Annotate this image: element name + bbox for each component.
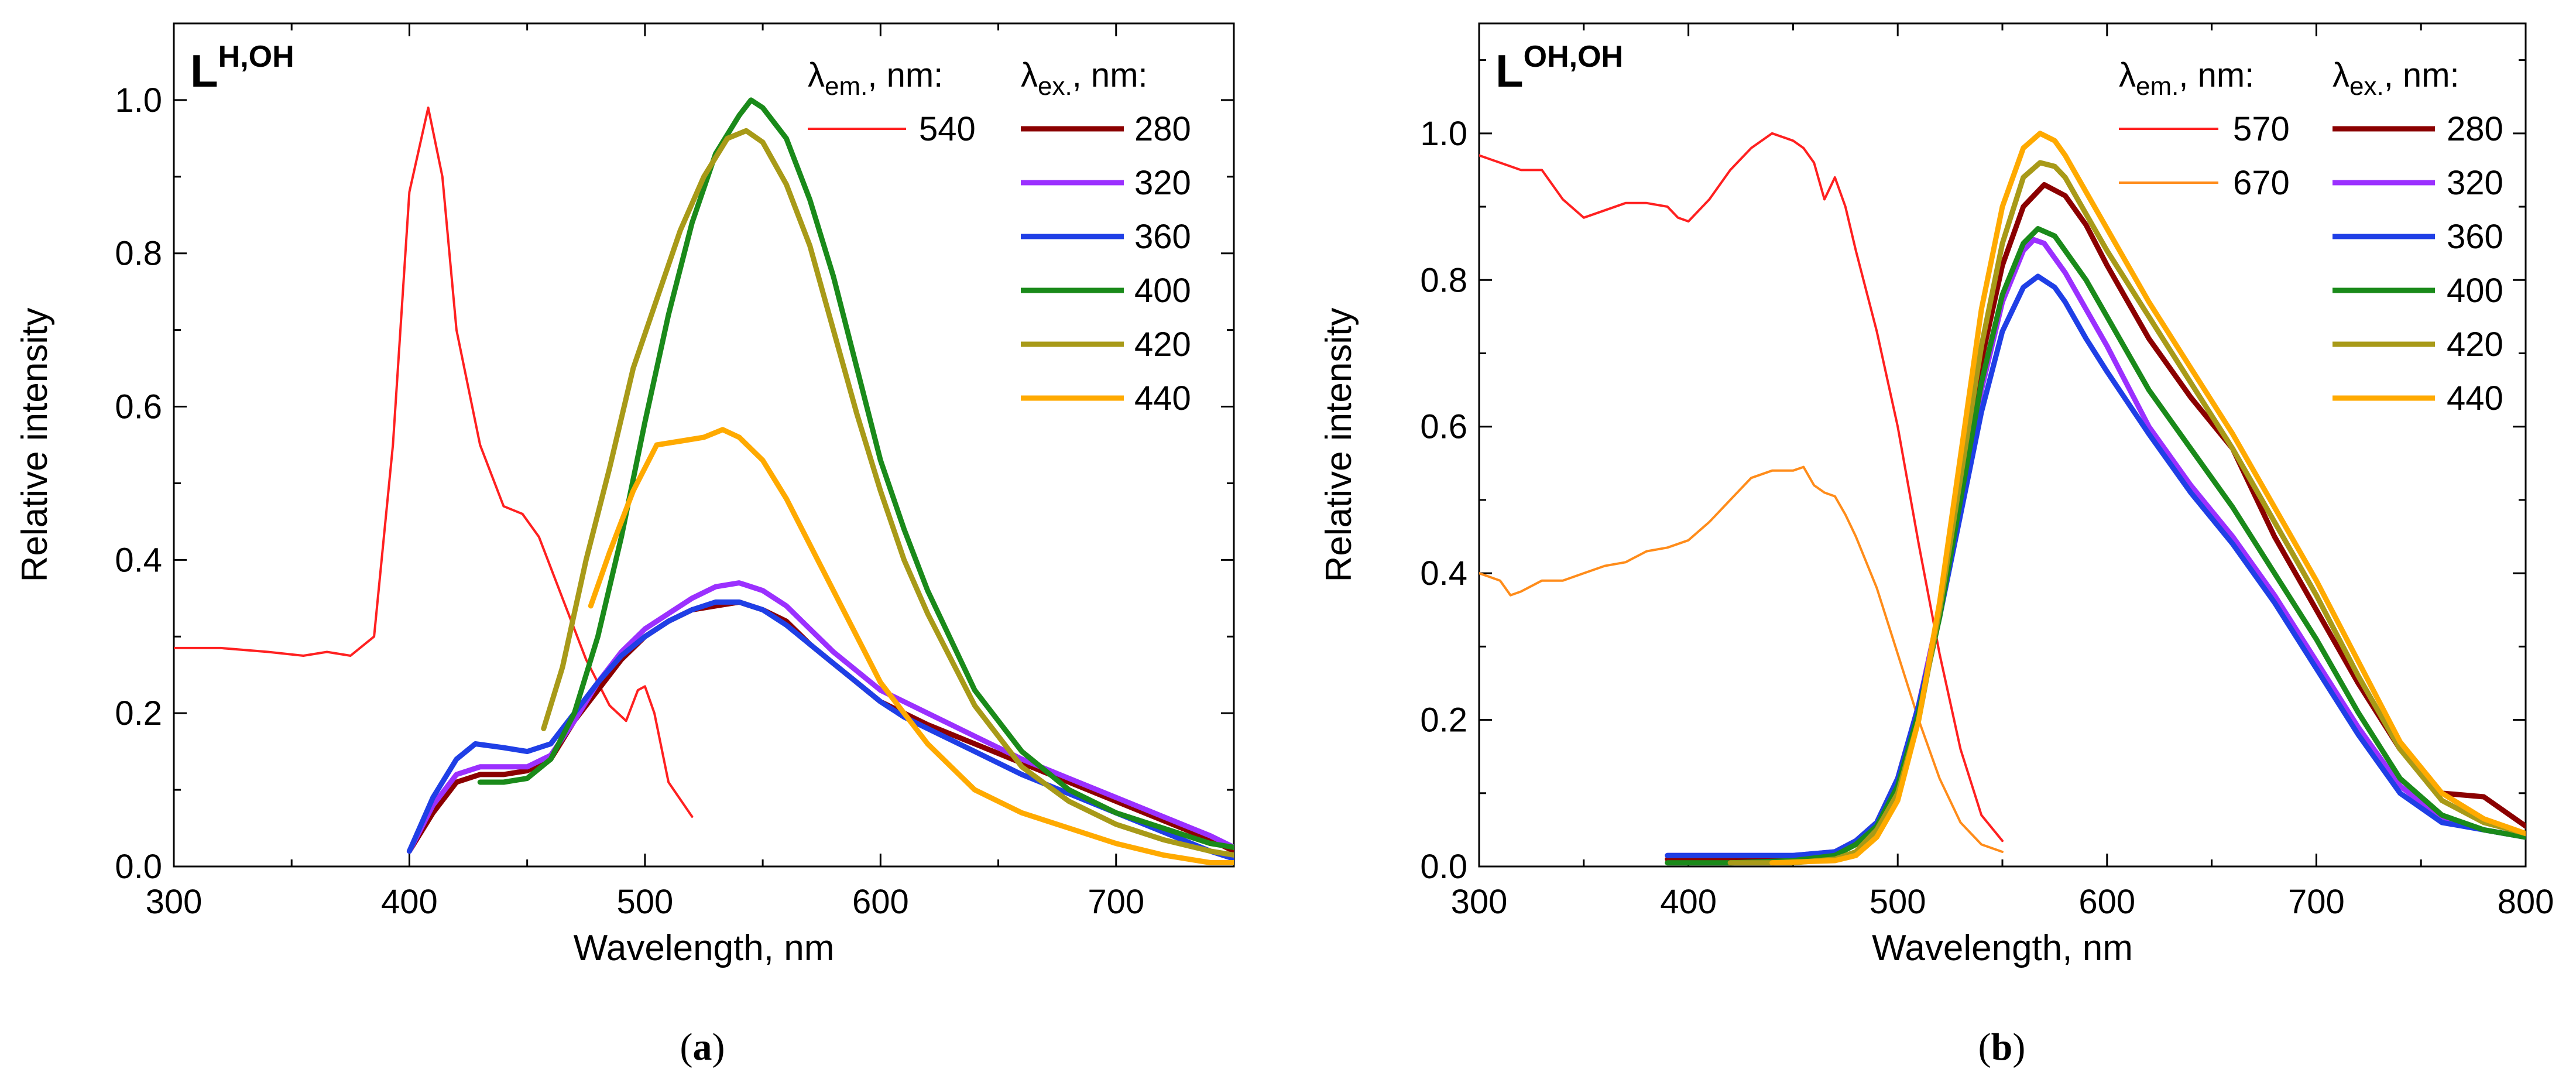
caption-letter-text: a [693, 1026, 712, 1068]
legend-label-ex-320: 320 [1134, 164, 1191, 202]
series-line-ex-400 [1665, 226, 2526, 866]
legend-label-em-670: 670 [2233, 164, 2290, 202]
legend-title-lambda: λ [808, 56, 825, 94]
caption-paren-close: ) [2012, 1026, 2025, 1068]
legend-title-lambda: λ [1021, 56, 1038, 94]
legend-title-tail: , nm: [1072, 56, 1148, 94]
y-tick-label: 0.4 [1420, 554, 1467, 592]
legend-label-ex-400: 400 [1134, 272, 1191, 310]
panel-a: 300 400 500 600 700 0.0 0.2 0.4 0.6 0.8 1.0 Wavelen… [15, 22, 1235, 1068]
caption-letter-text: b [1991, 1026, 2013, 1068]
legend-title-ex: λex., nm: [1021, 56, 1148, 101]
x-axis-label: Wavelength, nm [1872, 928, 2133, 968]
y-tick-label: 1.0 [115, 81, 162, 119]
legend-label-ex-440: 440 [1134, 379, 1191, 417]
legend-title-ex: λex., nm: [2333, 56, 2460, 101]
x-tick-label: 500 [616, 883, 673, 921]
x-tick-label: 600 [2078, 883, 2135, 921]
y-tick-label: 0.0 [1420, 848, 1467, 886]
x-tick-label: 500 [1870, 883, 1926, 921]
x-tick-label: 700 [2288, 883, 2345, 921]
y-axis-label: Relative intensity [15, 308, 55, 583]
series-line-ex-360 [406, 599, 1234, 862]
caption-paren-close: ) [712, 1026, 725, 1068]
series-line-ex-320 [406, 580, 1234, 854]
y-tick-label: 0.6 [1420, 408, 1467, 446]
caption-paren-open: ( [1978, 1026, 1991, 1068]
y-tick-label: 0.8 [115, 235, 162, 273]
legend-label-ex-400: 400 [2447, 272, 2503, 310]
series-line-ex-440 [588, 427, 1234, 865]
legend-label-em-540: 540 [919, 110, 976, 148]
compound-main: L [1495, 45, 1524, 97]
legend-title-sub: ex. [1038, 72, 1072, 101]
legend-label-ex-280: 280 [2447, 110, 2503, 148]
y-tick-label: 0.8 [1420, 261, 1467, 299]
y-tick-label: 0.6 [115, 388, 162, 426]
legend-title-sub: em. [825, 72, 867, 101]
y-tick-label: 0.2 [1420, 701, 1467, 739]
series-line-ex-360 [1665, 273, 2526, 858]
panel-compound-label: LOH,OH [1495, 40, 1623, 97]
x-tick-label: 400 [1660, 883, 1717, 921]
compound-superscript: OH,OH [1524, 40, 1623, 74]
series-group [1479, 131, 2526, 866]
legend-title-tail: , nm: [867, 56, 943, 94]
legend-title-sub: em. [2136, 72, 2179, 101]
legend-title-tail: , nm: [2384, 56, 2460, 94]
panel-b: 300 400 500 600 700 800 0.0 0.2 0.4 0.6 0.8 1.0 Wave… [1319, 22, 2554, 1068]
x-tick-label: 800 [2498, 883, 2554, 921]
legend-title-em: λem., nm: [2119, 56, 2254, 101]
series-line-ex-420 [1727, 160, 2526, 866]
legend-label-ex-420: 420 [1134, 326, 1191, 364]
y-axis-label: Relative intensity [1319, 308, 1359, 583]
legend-label-ex-280: 280 [1134, 110, 1191, 148]
x-axis-label: Wavelength, nm [574, 928, 835, 968]
legend-label-ex-360: 360 [2447, 218, 2503, 256]
legend-title-tail: , nm: [2179, 56, 2254, 94]
legend-label-em-570: 570 [2233, 110, 2290, 148]
legend-label-ex-440: 440 [2447, 379, 2503, 417]
series-line-em-670 [1479, 465, 2004, 853]
x-tick-label: 400 [381, 883, 438, 921]
y-tick-label: 0.0 [115, 848, 162, 886]
x-tick-label: 600 [852, 883, 909, 921]
series-line-em-570 [1479, 132, 2004, 842]
series-line-ex-440 [1769, 131, 2526, 866]
plot-frame [173, 22, 1235, 868]
series-group [174, 97, 1234, 865]
legend-title-sub: ex. [2349, 72, 2384, 101]
y-tick-label: 0.2 [115, 694, 162, 732]
x-tick-label: 300 [1451, 883, 1508, 921]
compound-superscript: H,OH [218, 40, 294, 74]
x-tick-label: 700 [1088, 883, 1144, 921]
y-tick-label: 1.0 [1420, 115, 1467, 153]
x-tick-label: 300 [146, 883, 203, 921]
legend-title-lambda: λ [2119, 56, 2136, 94]
legend-title-lambda: λ [2333, 56, 2349, 94]
legend-label-ex-420: 420 [2447, 326, 2503, 364]
legend-title-em: λem., nm: [808, 56, 943, 101]
legend-label-ex-320: 320 [2447, 164, 2503, 202]
y-tick-label: 0.4 [115, 541, 162, 579]
panel-compound-label: LH,OH [190, 40, 294, 97]
caption-letter: (a) [680, 1026, 725, 1068]
series-line-em-540 [174, 107, 694, 818]
legend-label-ex-360: 360 [1134, 218, 1191, 256]
series-line-ex-420 [541, 128, 1234, 858]
series-line-ex-400 [477, 97, 1234, 850]
compound-main: L [190, 45, 218, 97]
caption-paren-open: ( [680, 1026, 693, 1068]
caption-letter: (b) [1978, 1026, 2026, 1068]
